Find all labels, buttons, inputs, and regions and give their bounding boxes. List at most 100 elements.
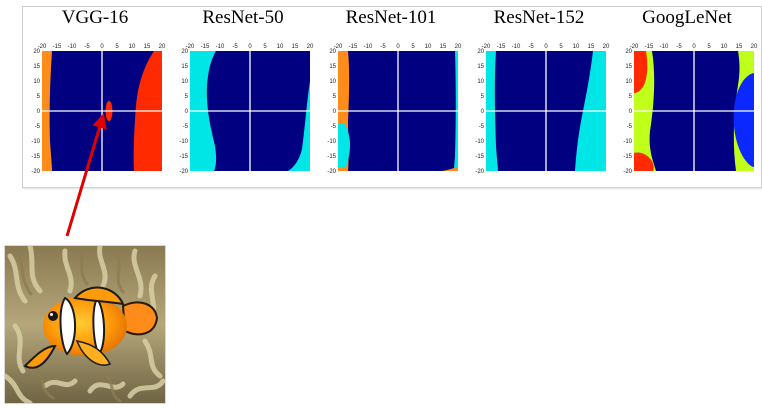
x-tick-label: 0 (544, 44, 548, 50)
region-cyan-right (288, 81, 310, 171)
anemone-tentacles-dark (15, 244, 125, 403)
x-tick-label: -5 (84, 44, 90, 50)
y-tick-label: 5 (481, 94, 485, 100)
y-tick-label: 10 (181, 79, 188, 85)
y-tick-label: 20 (477, 49, 484, 55)
clownfish-image (2, 243, 166, 406)
plot-googlenet (634, 51, 754, 171)
y-tick-label: 0 (185, 109, 189, 115)
x-tick-label: -20 (630, 44, 639, 50)
plot-vgg16 (42, 51, 162, 171)
y-tick-label: 15 (477, 64, 484, 70)
x-tick-label: 5 (115, 44, 119, 50)
clownfish-photo (2, 243, 166, 406)
clownfish (23, 286, 159, 369)
fish-fin-top (73, 286, 125, 306)
y-tick-label: 10 (329, 79, 336, 85)
y-tick-label: 15 (329, 64, 336, 70)
x-tick-label: 15 (144, 44, 151, 50)
y-tick-label: 10 (33, 79, 40, 85)
x-tick-label: 20 (455, 44, 462, 50)
y-tick-label: 5 (629, 94, 633, 100)
x-tick-label: 15 (736, 44, 743, 50)
y-tick-label: -5 (479, 124, 485, 130)
x-tick-label: -20 (482, 44, 491, 50)
region-red-bottom-left (634, 152, 654, 171)
y-tick-label: 20 (625, 49, 632, 55)
region-cyan-left (338, 123, 350, 167)
title-googlenet: GoogLeNet (642, 7, 732, 28)
x-tick-label: 0 (396, 44, 400, 50)
x-tick-label: 20 (307, 44, 314, 50)
y-tick-label: 20 (33, 49, 40, 55)
fish-fin-pectoral (75, 340, 112, 366)
anemone-tentacles (2, 243, 166, 406)
x-tick-label: 20 (159, 44, 166, 50)
x-tick-label: 15 (292, 44, 299, 50)
y-tick-label: 0 (629, 109, 633, 115)
region-orange-corner (443, 167, 458, 171)
y-tick-label: -15 (623, 154, 632, 160)
y-tick-label: 5 (185, 94, 189, 100)
x-tick-label: 0 (248, 44, 252, 50)
y-tick-label: -10 (623, 139, 632, 145)
arrow-line (65, 113, 107, 237)
fish-eye-highlight (50, 313, 53, 316)
y-tick-label: -10 (31, 139, 40, 145)
y-tick-label: -20 (327, 169, 336, 175)
y-tick-label: -20 (179, 169, 188, 175)
decision-maps: -20 -15 -10 -5 0 5 10 15 20 20 15 10 5 0 -5 -10 -15 -20 -2… (31, 44, 758, 175)
y-tick-label: -15 (327, 154, 336, 160)
y-tick-label: 15 (181, 64, 188, 70)
plot-resnet152 (486, 51, 606, 171)
x-tick-label: 20 (603, 44, 610, 50)
y-tick-label: 0 (37, 109, 41, 115)
y-tick-label: 10 (625, 79, 632, 85)
y-tick-label: -10 (179, 139, 188, 145)
x-tick-label: -5 (528, 44, 534, 50)
x-tick-label: 5 (707, 44, 711, 50)
x-tick-label: 20 (751, 44, 758, 50)
y-tick-label: 10 (477, 79, 484, 85)
y-tick-label: -15 (475, 154, 484, 160)
title-resnet152: ResNet-152 (493, 7, 585, 28)
title-resnet101: ResNet-101 (345, 7, 437, 28)
x-tick-label: 5 (411, 44, 415, 50)
y-tick-label: 20 (181, 49, 188, 55)
x-tick-label: -5 (676, 44, 682, 50)
fish-fin-bottom (23, 344, 57, 369)
plot-resnet101 (338, 51, 458, 171)
x-tick-label: -10 (68, 44, 77, 50)
x-tick-label: -15 (53, 44, 62, 50)
x-tick-label: 10 (425, 44, 432, 50)
x-tick-label: -10 (364, 44, 373, 50)
y-tick-label: -5 (35, 124, 41, 130)
y-tick-label: -5 (627, 124, 633, 130)
x-tick-label: -15 (497, 44, 506, 50)
y-tick-label: -5 (183, 124, 189, 130)
y-tick-label: -20 (31, 169, 40, 175)
x-tick-label: 5 (263, 44, 267, 50)
title-vgg16: VGG-16 (61, 7, 129, 28)
x-tick-label: 0 (692, 44, 696, 50)
x-tick-label: 5 (559, 44, 563, 50)
x-tick-label: 15 (588, 44, 595, 50)
x-tick-label: 10 (721, 44, 728, 50)
region-blue-right (733, 73, 754, 167)
x-tick-label: -5 (232, 44, 238, 50)
x-tick-label: -20 (38, 44, 47, 50)
x-tick-label: 0 (100, 44, 104, 50)
tick-labels: -20 -15 -10 -5 0 5 10 15 20 20 15 10 5 0 -5 -10 -15 -20 -2… (31, 44, 758, 175)
y-tick-label: -15 (31, 154, 40, 160)
region-red-top-left (634, 51, 648, 93)
y-tick-label: 15 (625, 64, 632, 70)
x-tick-label: -15 (201, 44, 210, 50)
x-tick-label: -10 (660, 44, 669, 50)
x-tick-label: 10 (573, 44, 580, 50)
x-tick-label: 15 (440, 44, 447, 50)
x-tick-label: -5 (380, 44, 386, 50)
y-tick-label: -20 (623, 169, 632, 175)
y-tick-label: -10 (475, 139, 484, 145)
